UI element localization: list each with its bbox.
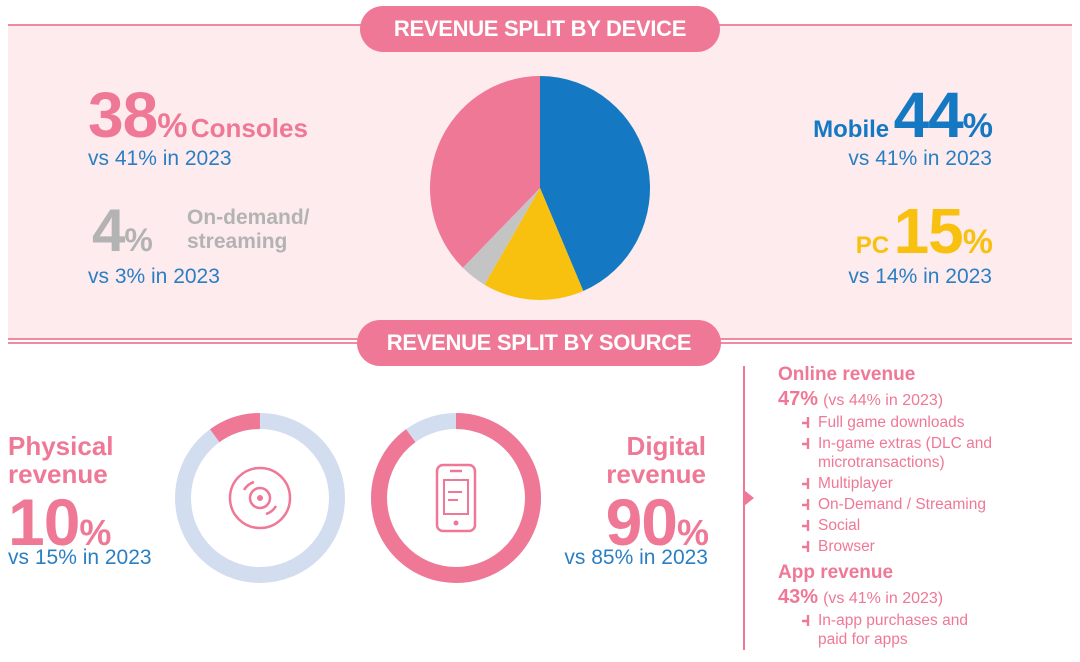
- source-section-title: REVENUE SPLIT BY SOURCE: [357, 320, 721, 366]
- mobile-pct: 44: [893, 79, 964, 151]
- smartphone-icon: [435, 463, 477, 533]
- pie-slice-pc: [484, 188, 584, 300]
- online-item-label: Browser: [818, 538, 875, 555]
- physical-label: Physical revenue: [8, 432, 114, 488]
- pc-stat: PC 15%: [855, 194, 993, 268]
- pie-slice-mobile: [540, 76, 651, 291]
- online-pct: 47: [778, 388, 801, 410]
- pie-slice-consoles: [430, 76, 540, 268]
- online-pct-line: 47% (vs 44% in 2023): [778, 388, 1068, 411]
- bullet-marker-icon: [802, 499, 810, 510]
- digital-vs: vs 85% in 2023: [564, 546, 708, 569]
- physical-ring-arc: [210, 413, 261, 443]
- disc-icon: [228, 466, 292, 530]
- app-pct-sign: %: [800, 586, 819, 608]
- ondemand-label-line1: On-demand/: [187, 206, 310, 229]
- physical-ring-chart: [175, 413, 345, 583]
- mobile-label: Mobile: [813, 116, 890, 143]
- ondemand-label-line2: streaming: [187, 230, 288, 253]
- pc-pct: 15: [893, 195, 964, 267]
- physical-label-line2: revenue: [8, 459, 108, 489]
- digital-ring-chart: [371, 413, 541, 583]
- list-item: In-app purchases and paid for apps: [800, 611, 1000, 649]
- online-item-label: In-game extras (DLC and microtransaction…: [818, 435, 993, 471]
- list-item: In-game extras (DLC and microtransaction…: [800, 434, 1068, 472]
- consoles-vs: vs 41% in 2023: [88, 147, 232, 170]
- bullet-marker-icon: [802, 541, 810, 552]
- bullet-marker-icon: [802, 438, 810, 449]
- digital-label: Digital revenue: [560, 432, 706, 488]
- app-pct: 43: [778, 586, 801, 608]
- ondemand-label: On-demand/ streaming: [187, 206, 310, 254]
- physical-stat: 10%: [8, 484, 111, 560]
- pc-vs: vs 14% in 2023: [848, 265, 992, 288]
- digital-pct: 90: [605, 485, 678, 559]
- list-item: On-Demand / Streaming: [800, 495, 1068, 514]
- consoles-stat: 38% Consoles: [88, 78, 308, 152]
- digital-stat: 90%: [540, 484, 709, 560]
- consoles-pct: 38: [88, 79, 158, 151]
- online-item-label: Full game downloads: [818, 414, 965, 431]
- online-title: Online revenue: [778, 364, 916, 385]
- list-item: Social: [800, 516, 1068, 535]
- online-items-list: Full game downloads In-game extras (DLC …: [800, 413, 1068, 556]
- pie-slice-on-demand-streaming: [462, 188, 540, 285]
- physical-vs: vs 15% in 2023: [8, 546, 152, 569]
- list-item: Browser: [800, 537, 1068, 556]
- digital-ring-arc: [371, 413, 541, 583]
- list-item: Full game downloads: [800, 413, 1068, 432]
- ondemand-vs: vs 3% in 2023: [88, 265, 220, 288]
- online-revenue-block: Online revenue 47% (vs 44% in 2023) Full…: [778, 364, 1068, 558]
- mobile-stat: Mobile 44%: [813, 78, 993, 152]
- app-pct-line: 43% (vs 41% in 2023): [778, 586, 1068, 609]
- digital-label-line2: revenue: [606, 459, 706, 489]
- online-vs: (vs 44% in 2023): [823, 392, 944, 409]
- pc-label: PC: [855, 232, 890, 259]
- bullet-marker-icon: [802, 520, 810, 531]
- physical-pct-sign: %: [79, 512, 111, 553]
- online-pct-sign: %: [800, 388, 819, 410]
- pc-pct-sign: %: [962, 223, 993, 261]
- device-pie-chart: [430, 76, 651, 300]
- physical-pct: 10: [8, 485, 80, 559]
- online-item-label: Social: [818, 517, 861, 534]
- app-item-label: In-app purchases and paid for apps: [818, 612, 968, 648]
- online-item-label: Multiplayer: [818, 475, 893, 492]
- digital-pct-sign: %: [676, 512, 709, 553]
- bullet-marker-icon: [802, 478, 810, 489]
- physical-label-line1: Physical: [8, 431, 114, 461]
- app-revenue-block: App revenue 43% (vs 41% in 2023) In-app …: [778, 562, 1068, 651]
- online-item-label: On-Demand / Streaming: [818, 496, 986, 513]
- device-section-title: REVENUE SPLIT BY DEVICE: [360, 6, 720, 52]
- app-vs: (vs 41% in 2023): [823, 590, 944, 607]
- bullet-marker-icon: [802, 615, 810, 626]
- ondemand-stat: 4%: [92, 196, 153, 265]
- bracket-line: [743, 366, 745, 650]
- app-title: App revenue: [778, 562, 894, 583]
- mobile-pct-sign: %: [962, 107, 993, 145]
- digital-label-line1: Digital: [626, 431, 706, 461]
- consoles-pct-sign: %: [157, 107, 187, 145]
- bullet-marker-icon: [802, 417, 810, 428]
- mobile-vs: vs 41% in 2023: [848, 147, 992, 170]
- ondemand-pct-sign: %: [124, 222, 152, 258]
- ondemand-pct: 4: [92, 197, 125, 264]
- physical-ring-track: [175, 413, 345, 583]
- list-item: Multiplayer: [800, 474, 1068, 493]
- digital-ring-center: [388, 430, 524, 566]
- bracket-arrow-icon: [744, 490, 754, 506]
- consoles-label: Consoles: [190, 113, 308, 143]
- app-items-list: In-app purchases and paid for apps: [800, 611, 1000, 649]
